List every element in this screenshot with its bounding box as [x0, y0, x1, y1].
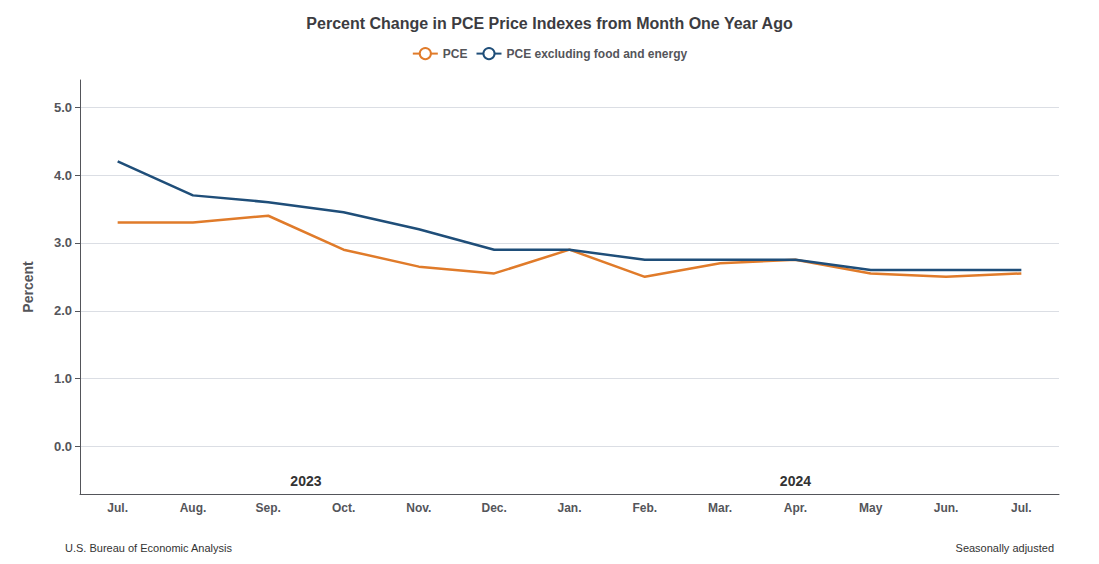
svg-text:4.0: 4.0	[54, 168, 72, 183]
svg-text:5.0: 5.0	[54, 100, 72, 115]
svg-text:Jun.: Jun.	[934, 501, 959, 515]
svg-text:Percent: Percent	[20, 261, 36, 313]
svg-text:Feb.: Feb.	[632, 501, 657, 515]
svg-text:PCE excluding food and energy: PCE excluding food and energy	[506, 47, 687, 61]
svg-text:Jan.: Jan.	[557, 501, 581, 515]
svg-text:PCE: PCE	[443, 47, 468, 61]
svg-text:2.0: 2.0	[54, 303, 72, 318]
svg-text:Jul.: Jul.	[1011, 501, 1032, 515]
svg-text:1.0: 1.0	[54, 371, 72, 386]
svg-text:Aug.: Aug.	[180, 501, 207, 515]
svg-text:May: May	[859, 501, 883, 515]
svg-text:0.0: 0.0	[54, 439, 72, 454]
svg-text:2024: 2024	[780, 473, 811, 489]
svg-text:Mar.: Mar.	[708, 501, 732, 515]
svg-text:2023: 2023	[290, 473, 321, 489]
svg-text:Percent Change in PCE Price In: Percent Change in PCE Price Indexes from…	[306, 15, 793, 32]
svg-text:Sep.: Sep.	[256, 501, 281, 515]
svg-text:Seasonally adjusted: Seasonally adjusted	[956, 542, 1054, 554]
svg-text:Oct.: Oct.	[332, 501, 355, 515]
svg-text:U.S. Bureau of Economic Analys: U.S. Bureau of Economic Analysis	[65, 542, 232, 554]
svg-text:Nov.: Nov.	[406, 501, 431, 515]
svg-text:Jul.: Jul.	[107, 501, 128, 515]
svg-text:3.0: 3.0	[54, 235, 72, 250]
svg-text:Dec.: Dec.	[482, 501, 507, 515]
svg-text:Apr.: Apr.	[784, 501, 807, 515]
